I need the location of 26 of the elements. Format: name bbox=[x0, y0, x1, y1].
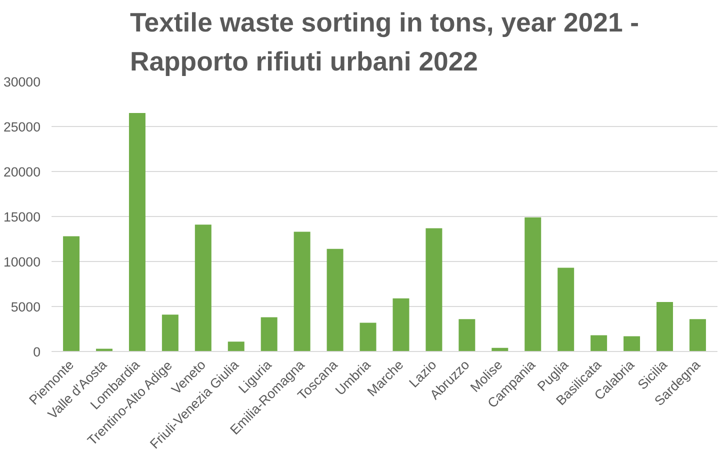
y-tick-label: 5000 bbox=[10, 300, 41, 314]
y-tick-label: 10000 bbox=[3, 254, 40, 270]
bar bbox=[128, 113, 146, 352]
y-tick-label: 15000 bbox=[3, 210, 40, 224]
bar bbox=[360, 322, 376, 352]
bar bbox=[458, 319, 476, 352]
bar bbox=[260, 317, 278, 352]
bar bbox=[63, 236, 80, 352]
bar bbox=[624, 336, 640, 352]
y-tick-label: 25000 bbox=[3, 120, 40, 134]
bar bbox=[590, 335, 608, 352]
bar bbox=[294, 232, 310, 352]
bar bbox=[228, 342, 244, 352]
bar bbox=[689, 319, 706, 352]
y-tick-label: 30000 bbox=[3, 74, 40, 90]
bar bbox=[326, 248, 344, 352]
bar bbox=[656, 302, 673, 352]
y-tick-label: 20000 bbox=[3, 164, 40, 180]
y-tick-label: 0 bbox=[33, 344, 41, 360]
bar bbox=[426, 228, 442, 352]
bar bbox=[392, 298, 410, 352]
bar bbox=[558, 268, 574, 352]
bar bbox=[162, 314, 178, 352]
bar bbox=[524, 217, 542, 352]
bar bbox=[194, 224, 212, 352]
chart-title: Textile waste sorting in tons, year 2021 - Rapporto rifiuti urbani 2022 bbox=[130, 8, 640, 76]
